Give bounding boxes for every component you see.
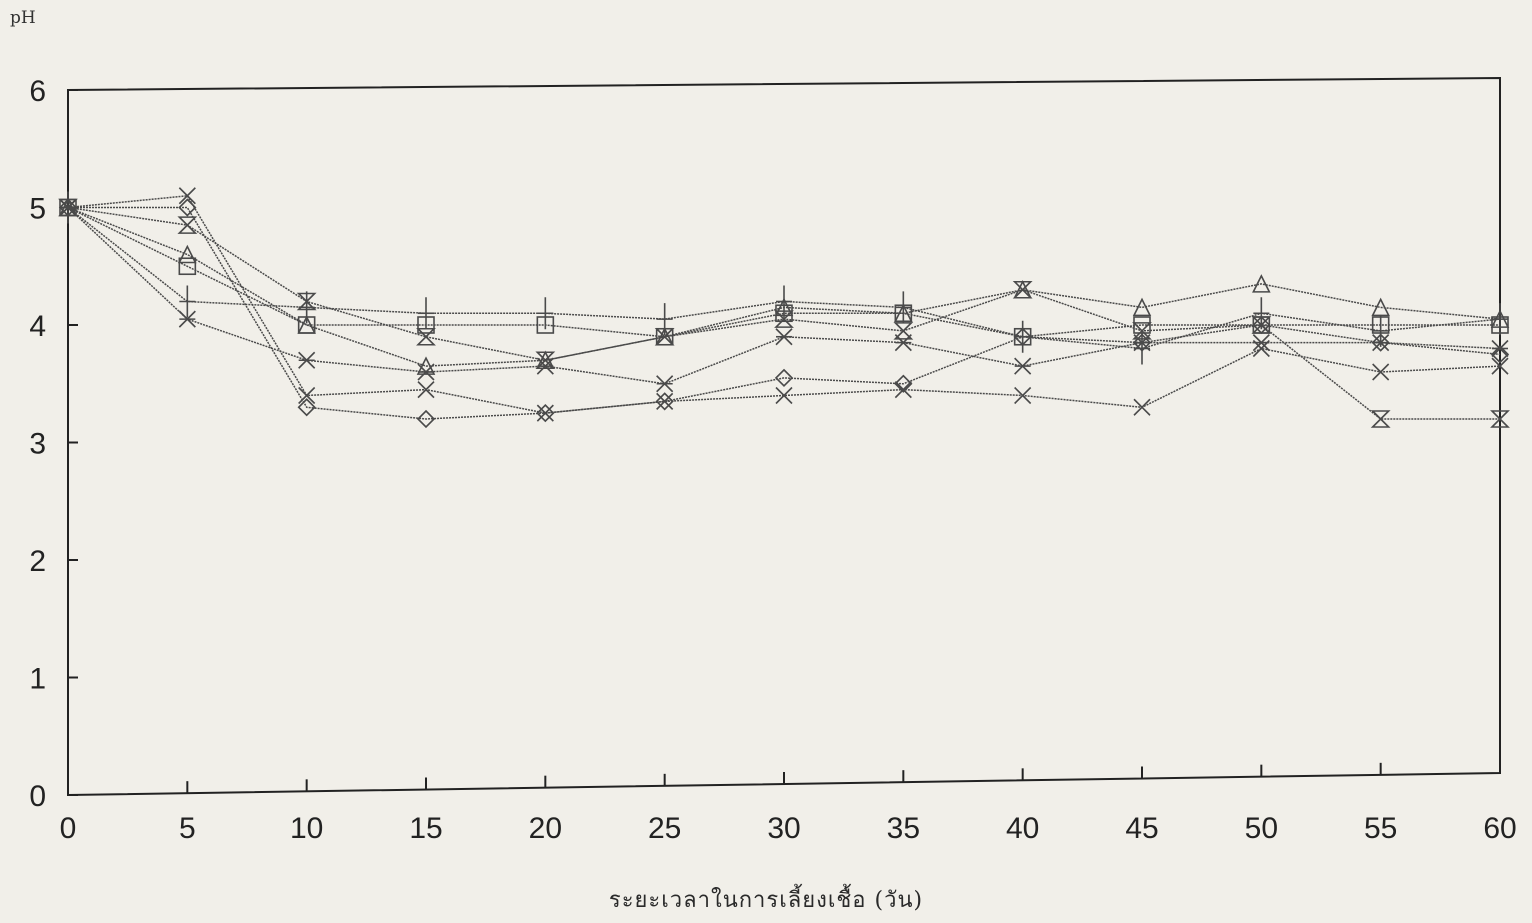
x-tick-label: 45 [1125,812,1158,845]
data-point-hourglass [1251,316,1272,334]
data-point-plus [179,285,196,318]
data-point-triangle [1132,297,1152,317]
series-line-triangle [67,206,1501,367]
x-tick-label: 40 [1006,812,1039,845]
data-point-square [178,257,197,276]
data-point-x [1491,357,1509,375]
x-tick-label: 30 [767,812,800,845]
data-point-star [775,328,793,346]
plot-frame [67,76,1501,797]
data-point-star [1372,334,1390,352]
data-point-star [1252,334,1270,352]
data-point-x [894,381,912,399]
data-point-triangle [1490,309,1510,328]
data-point-x [178,187,196,205]
data-point-star [1491,339,1509,358]
y-tick-label: 2 [29,545,46,578]
data-point-diamond [1371,333,1390,352]
data-point-hourglass [774,310,794,328]
data-point-star [656,375,674,393]
data-point-diamond [1013,327,1032,346]
y-tick-label: 1 [29,663,46,696]
data-point-hourglass [1132,322,1152,340]
data-point-hourglass [296,292,317,311]
data-point-plus [537,297,554,330]
x-tick-label: 35 [887,812,920,845]
data-point-hourglass [1012,280,1033,299]
data-point-hourglass [654,327,675,346]
data-point-hourglass [893,322,914,340]
x-tick-label: 50 [1245,812,1278,845]
x-axis-label: ระยะเวลาในการเลี้ยงเชื้อ (วัน) [608,888,924,913]
data-point-star [178,310,196,328]
x-tick-label: 10 [290,812,323,845]
data-point-diamond [416,409,436,429]
data-point-diamond [1490,345,1510,364]
y-tick-label: 4 [29,310,46,343]
data-point-triangle [1252,274,1271,293]
data-point-x [775,386,793,405]
data-point-diamond [297,398,316,417]
data-point-x [656,392,674,410]
data-point-star [298,351,316,369]
data-point-triangle [297,315,316,334]
data-point-triangle [178,244,197,264]
data-point-plus [776,285,792,318]
data-point-x [298,386,316,405]
data-point-hourglass [58,198,78,217]
data-point-hourglass [535,351,556,370]
data-point-diamond [774,368,794,388]
x-tick-label: 0 [60,812,77,845]
y-tick-label: 5 [29,193,46,226]
data-point-triangle [416,356,436,375]
data-point-hourglass [177,216,198,234]
y-tick-label: 3 [29,428,46,461]
data-point-x [1133,398,1151,416]
data-point-star [417,363,435,381]
x-tick-label: 15 [409,812,442,845]
data-point-plus [418,297,434,330]
data-point-star [1014,357,1032,375]
data-point-triangle [1371,297,1390,317]
data-point-x [1372,363,1390,381]
data-point-hourglass [1490,410,1510,428]
data-point-hourglass [1370,410,1391,428]
y-axis-label: pH [10,8,36,28]
x-tick-label: 60 [1483,812,1516,845]
data-point-diamond [894,374,913,393]
data-point-diamond [1132,333,1152,352]
x-tick-label: 20 [529,812,562,845]
x-tick-label: 25 [648,812,681,845]
data-point-diamond [536,403,555,423]
data-point-x [1014,386,1032,405]
data-point-diamond [655,392,674,411]
y-tick-label: 6 [29,75,46,108]
data-point-plus [895,291,912,324]
data-point-x [417,381,435,399]
data-point-hourglass [416,327,436,346]
data-point-triangle [774,297,794,317]
data-point-triangle [894,303,913,323]
data-point-x [536,404,554,422]
x-tick-label: 5 [179,812,196,845]
x-tick-label: 55 [1364,812,1397,845]
y-tick-label: 0 [29,780,46,813]
